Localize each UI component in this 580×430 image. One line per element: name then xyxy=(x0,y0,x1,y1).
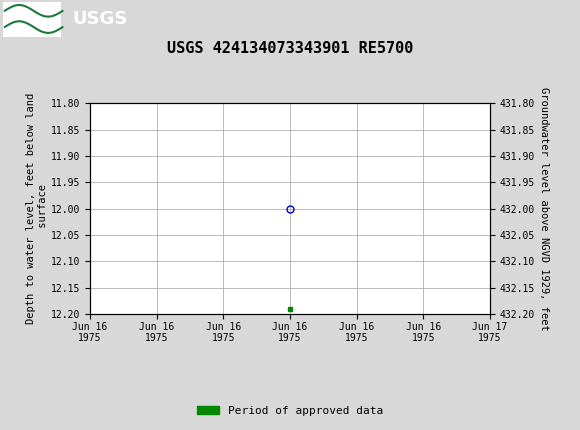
Y-axis label: Groundwater level above NGVD 1929, feet: Groundwater level above NGVD 1929, feet xyxy=(539,87,549,330)
FancyBboxPatch shape xyxy=(3,2,61,37)
Y-axis label: Depth to water level, feet below land
 surface: Depth to water level, feet below land su… xyxy=(27,93,48,324)
Text: USGS: USGS xyxy=(72,10,128,28)
Legend: Period of approved data: Period of approved data xyxy=(193,401,387,420)
Text: USGS 424134073343901 RE5700: USGS 424134073343901 RE5700 xyxy=(167,41,413,56)
